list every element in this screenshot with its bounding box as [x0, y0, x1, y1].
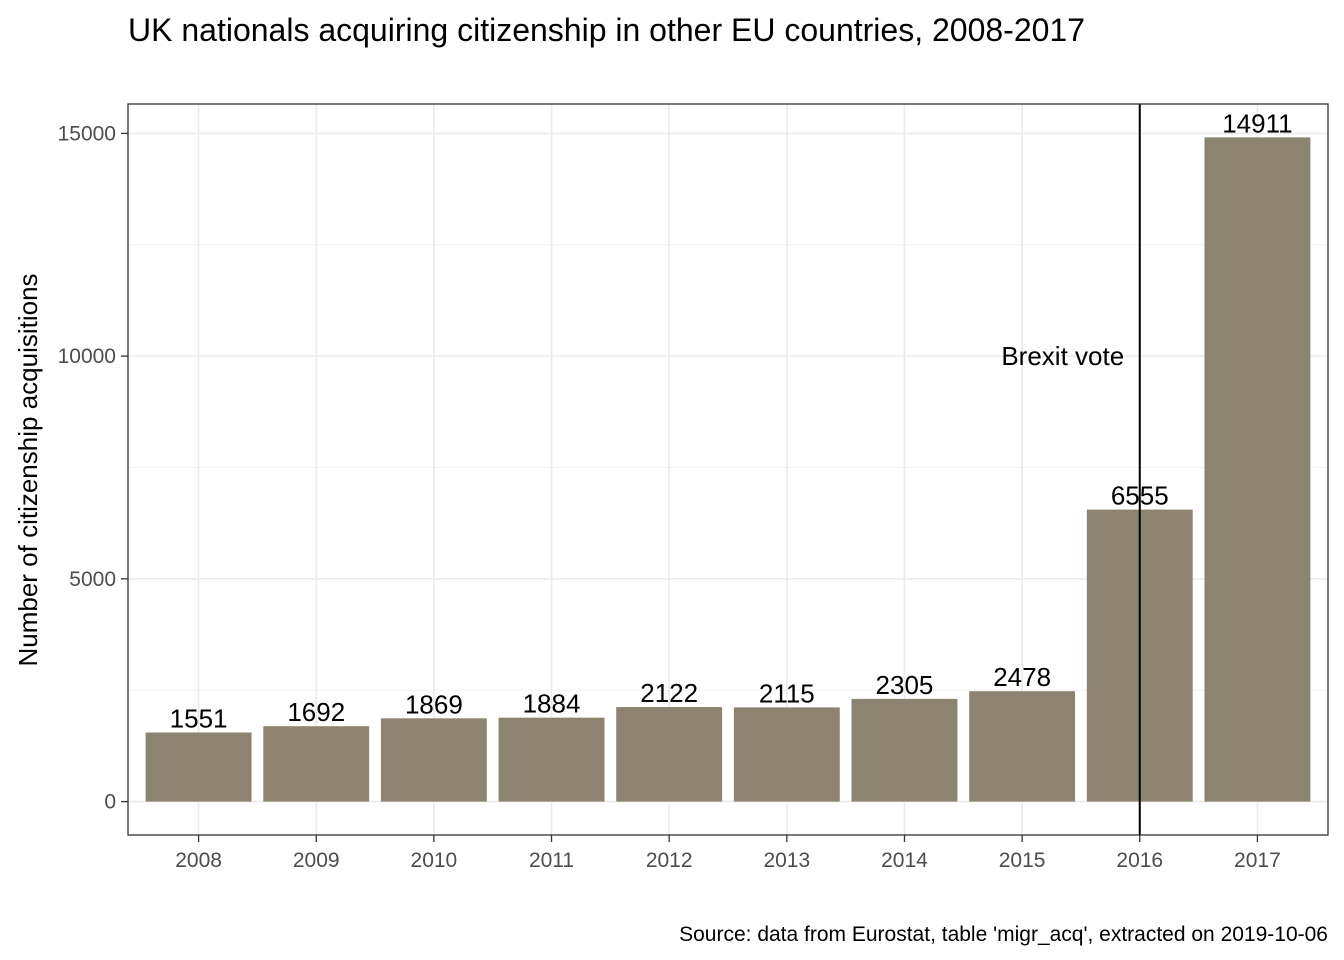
bar-2010 [380, 718, 487, 802]
bar-value-label: 2305 [876, 670, 934, 700]
bar-2017 [1204, 137, 1311, 802]
bar-value-label: 2115 [759, 678, 815, 708]
chart-title: UK nationals acquiring citizenship in ot… [128, 12, 1085, 48]
bar-2015 [969, 691, 1076, 802]
y-tick-label: 10000 [58, 345, 116, 368]
x-tick-label: 2011 [529, 849, 574, 872]
x-axis: 2008 2009 2010 2011 2012 2013 2014 2015 2016 2017 [175, 835, 1281, 872]
x-tick-label: 2010 [411, 849, 458, 872]
x-tick-label: 2014 [881, 849, 928, 872]
y-tick-label: 5000 [69, 568, 116, 591]
bar-value-label: 1551 [170, 703, 228, 733]
y-tick-label: 15000 [58, 122, 116, 145]
bar-2014 [851, 698, 958, 802]
x-tick-label: 2008 [175, 849, 222, 872]
bar-value-label: 1692 [287, 697, 345, 727]
x-tick-label: 2017 [1234, 849, 1281, 872]
bar-value-label: 2478 [993, 662, 1051, 692]
x-tick-label: 2009 [293, 849, 340, 872]
bar-2011 [498, 717, 605, 802]
y-axis: 0 5000 10000 15000 [58, 122, 128, 814]
x-tick-label: 2015 [999, 849, 1046, 872]
bar-2013 [733, 707, 840, 802]
bar-value-label: 1884 [523, 689, 581, 719]
bar-2012 [616, 707, 723, 802]
brexit-vote-annotation: Brexit vote [1001, 341, 1124, 371]
bar-value-label: 1869 [405, 689, 463, 719]
bar-value-label: 2122 [640, 678, 698, 708]
y-axis-label: Number of citizenship acquisitions [13, 273, 43, 666]
bar-value-labels: 1551 1692 1869 1884 2122 2115 2305 247865551491… [170, 108, 1293, 733]
x-tick-label: 2013 [763, 849, 810, 872]
y-tick-label: 0 [104, 791, 116, 814]
source-caption: Source: data from Eurostat, table 'migr_… [679, 923, 1328, 946]
bar-value-label: 14911 [1222, 108, 1292, 138]
bar-2009 [263, 726, 370, 802]
plot-area: 1551 1692 1869 1884 2122 2115 2305 247865551491… [127, 103, 1329, 836]
x-tick-label: 2012 [646, 849, 693, 872]
bars [145, 137, 1311, 802]
x-tick-label: 2016 [1116, 849, 1163, 872]
plot-border [127, 103, 1329, 836]
bar-2008 [145, 732, 252, 802]
